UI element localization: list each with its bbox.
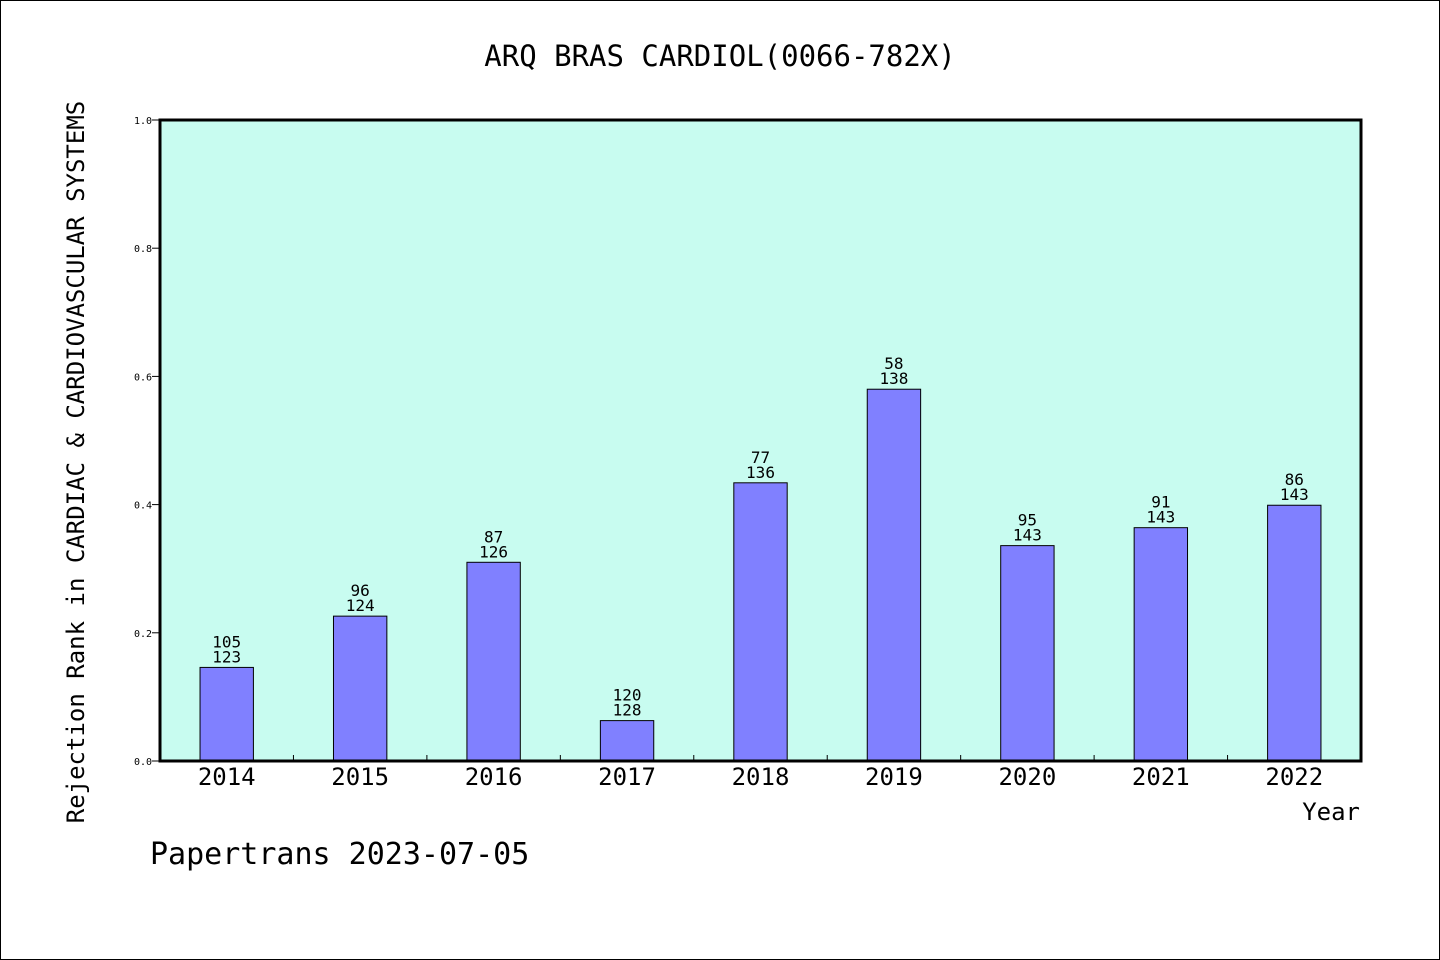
x-tick-label: 2018 xyxy=(732,763,790,791)
x-tick-label: 2015 xyxy=(331,763,389,791)
bar-total-label: 143 xyxy=(1146,508,1175,527)
chart-title: ARQ BRAS CARDIOL(0066-782X) xyxy=(484,39,955,73)
bar-2018 xyxy=(733,482,788,762)
footer-credit: Papertrans 2023-07-05 xyxy=(150,837,529,872)
x-tick-label: 2022 xyxy=(1265,763,1323,791)
bar-total-label: 143 xyxy=(1280,485,1309,504)
bar-total-label: 136 xyxy=(746,463,775,482)
x-tick-label: 2019 xyxy=(865,763,923,791)
x-axis: 2014 2015 2016 2017 2018 2019 2020 2021 2022 xyxy=(198,755,1323,791)
bar-rank-label: 77 xyxy=(751,448,770,467)
bar-rank-label: 58 xyxy=(884,354,903,373)
bar-2020 xyxy=(1000,545,1055,762)
bar-total-label: 128 xyxy=(613,701,642,720)
x-tick-label: 2017 xyxy=(598,763,656,791)
y-axis: 0.0 0.2 0.4 0.6 0.8 1.0 xyxy=(134,116,160,768)
y-tick-label: 0.6 xyxy=(134,372,152,383)
bar-rank-label: 95 xyxy=(1018,511,1037,530)
y-tick-label: 0.4 xyxy=(134,501,152,512)
bars: 1051239612487126120128771365813895143911… xyxy=(199,354,1322,762)
bar-rank-label: 87 xyxy=(484,527,503,546)
y-tick-label: 0.8 xyxy=(134,244,152,255)
bar-total-label: 123 xyxy=(212,647,241,666)
bar-total-label: 143 xyxy=(1013,526,1042,545)
bar-rank-label: 120 xyxy=(613,686,642,705)
bar-total-label: 124 xyxy=(346,596,375,615)
bar-2021 xyxy=(1133,527,1189,762)
bar-2017 xyxy=(599,720,655,762)
y-axis-label: Rejection Rank in CARDIAC & CARDIOVASCUL… xyxy=(62,101,90,823)
bar-2019 xyxy=(866,388,922,762)
bar-2022 xyxy=(1267,504,1322,762)
bar-total-label: 126 xyxy=(479,542,508,561)
plot-border xyxy=(158,118,1363,763)
bar-rank-label: 91 xyxy=(1151,493,1170,512)
bar-total-label: 138 xyxy=(879,369,908,388)
x-tick-label: 2016 xyxy=(465,763,523,791)
bar-2014 xyxy=(199,666,254,762)
bar-rank-label: 105 xyxy=(212,632,241,651)
bar-rank-label: 96 xyxy=(351,581,370,600)
x-axis-label: Year xyxy=(1302,798,1360,826)
y-tick-label: 0.0 xyxy=(134,757,152,768)
y-tick-label: 0.2 xyxy=(134,629,152,640)
y-tick-label: 1.0 xyxy=(134,116,152,127)
bar-rank-label: 86 xyxy=(1285,470,1304,489)
x-tick-label: 2020 xyxy=(998,763,1056,791)
bar-2015 xyxy=(332,615,388,762)
x-tick-label: 2014 xyxy=(198,763,256,791)
x-tick-label: 2021 xyxy=(1132,763,1190,791)
bar-2016 xyxy=(466,561,521,762)
